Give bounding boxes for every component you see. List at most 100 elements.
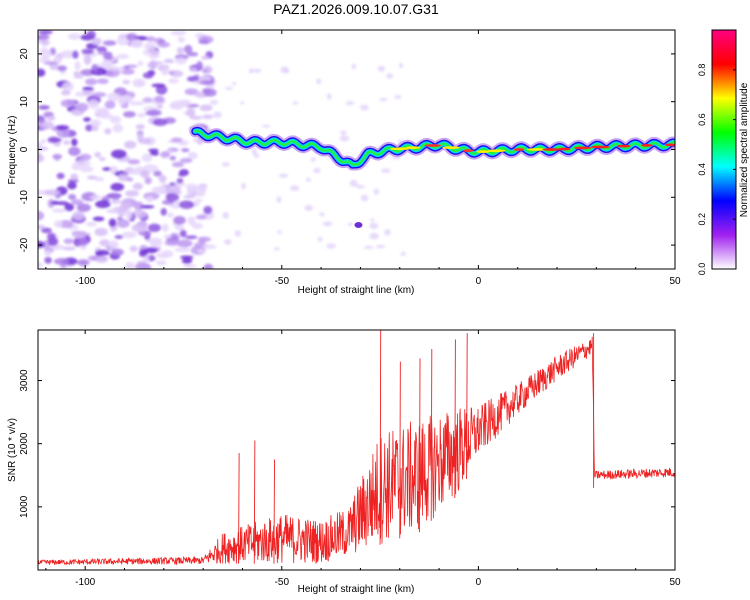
signal-hotspot <box>424 144 442 147</box>
noise-blob <box>83 117 92 122</box>
noise-blob <box>121 231 137 239</box>
noise-blob <box>76 203 91 212</box>
noise-blob <box>369 232 380 240</box>
noise-blob <box>91 37 102 46</box>
noise-blob <box>79 165 94 173</box>
noise-blob <box>56 128 70 138</box>
noise-blob <box>223 239 232 245</box>
noise-blob <box>167 78 179 84</box>
noise-blob <box>379 97 388 102</box>
noise-blob <box>78 237 89 247</box>
noise-blob <box>54 220 63 228</box>
noise-blob <box>377 65 385 72</box>
noise-blob <box>183 44 193 54</box>
noise-blob <box>199 104 213 112</box>
noise-blob <box>85 78 98 86</box>
bottom-x-tick-label: 0 <box>476 577 482 588</box>
top-y-tick-label: -20 <box>19 237 30 252</box>
noise-blob <box>284 67 290 74</box>
noise-blob <box>310 157 317 162</box>
noise-blob <box>104 100 116 109</box>
colorbar-tick-label: 0.6 <box>697 113 707 126</box>
noise-blob <box>114 234 124 239</box>
signal-band <box>194 129 675 166</box>
noise-blob <box>70 173 79 181</box>
top-y-tick-label: 20 <box>19 48 30 60</box>
noise-blob <box>193 201 200 207</box>
noise-blob <box>355 184 365 189</box>
top-y-axis-label: Frequency (Hz) <box>7 116 18 185</box>
noise-blob <box>116 219 130 228</box>
noise-blob <box>137 60 144 67</box>
noise-blob <box>72 210 85 221</box>
noise-blob <box>209 99 219 105</box>
noise-blob <box>317 236 323 242</box>
noise-blob <box>351 63 357 70</box>
noise-blob <box>71 138 78 147</box>
snr-spike <box>399 361 401 539</box>
noise-blob <box>118 97 126 106</box>
signal-hotspot <box>542 148 561 151</box>
noise-blob <box>142 50 150 56</box>
noise-blob <box>135 81 145 86</box>
noise-blob <box>67 178 79 183</box>
noise-blob <box>50 137 62 143</box>
noise-blob <box>135 166 145 173</box>
noise-blob <box>107 92 121 102</box>
noise-blob <box>124 190 140 197</box>
noise-blob <box>394 94 402 100</box>
noise-blob <box>154 95 165 103</box>
noise-blob <box>164 240 181 246</box>
top-y-tick-label: 10 <box>19 96 30 108</box>
noise-blob <box>198 39 210 45</box>
noise-blob <box>82 86 94 91</box>
signal-hotspot <box>641 143 653 147</box>
noise-blob <box>139 249 148 258</box>
noise-blob <box>142 72 154 79</box>
bottom-y-tick-label: 3000 <box>19 369 30 392</box>
noise-blob <box>181 148 190 153</box>
noise-blob <box>129 245 138 252</box>
noise-blob <box>93 92 107 98</box>
top-x-axis-label: Height of straight line (km) <box>298 285 415 296</box>
noise-blob <box>363 245 374 250</box>
noise-blob <box>130 39 144 49</box>
noise-blob <box>345 101 355 106</box>
noise-blob <box>38 105 50 110</box>
snr-spike <box>238 453 240 564</box>
noise-blob <box>92 216 105 222</box>
noise-blob <box>289 185 300 192</box>
noise-blob <box>178 200 195 210</box>
noise-blob <box>68 33 81 40</box>
noise-blob <box>43 61 58 66</box>
noise-blob <box>51 208 67 213</box>
noise-blob <box>116 53 129 60</box>
noise-blob <box>187 151 198 160</box>
noise-blob <box>240 101 245 105</box>
noise-blob <box>373 188 380 195</box>
noise-blob <box>349 179 358 187</box>
noise-blob <box>104 128 112 135</box>
noise-blob <box>56 172 65 180</box>
noise-blob <box>94 151 101 158</box>
snr-spike <box>379 330 382 545</box>
noise-blob <box>120 201 132 211</box>
noise-blob <box>183 194 195 199</box>
noise-blob <box>148 49 160 60</box>
noise-blob <box>62 81 74 92</box>
noise-blob <box>129 101 145 106</box>
noise-blob <box>177 100 192 107</box>
noise-blob <box>160 182 167 192</box>
noise-blob <box>38 34 50 41</box>
colorbar-label: Normalized spectral amplitude <box>739 82 750 217</box>
noise-blob <box>135 124 145 130</box>
noise-blob <box>155 85 168 95</box>
noise-blob <box>142 97 154 103</box>
noise-blob <box>127 159 141 165</box>
noise-blob <box>273 247 281 251</box>
noise-blob <box>212 111 222 119</box>
noise-blob <box>81 48 95 55</box>
noise-blob <box>384 229 391 236</box>
noise-blob <box>142 255 150 263</box>
signal-hotspot <box>462 149 474 153</box>
